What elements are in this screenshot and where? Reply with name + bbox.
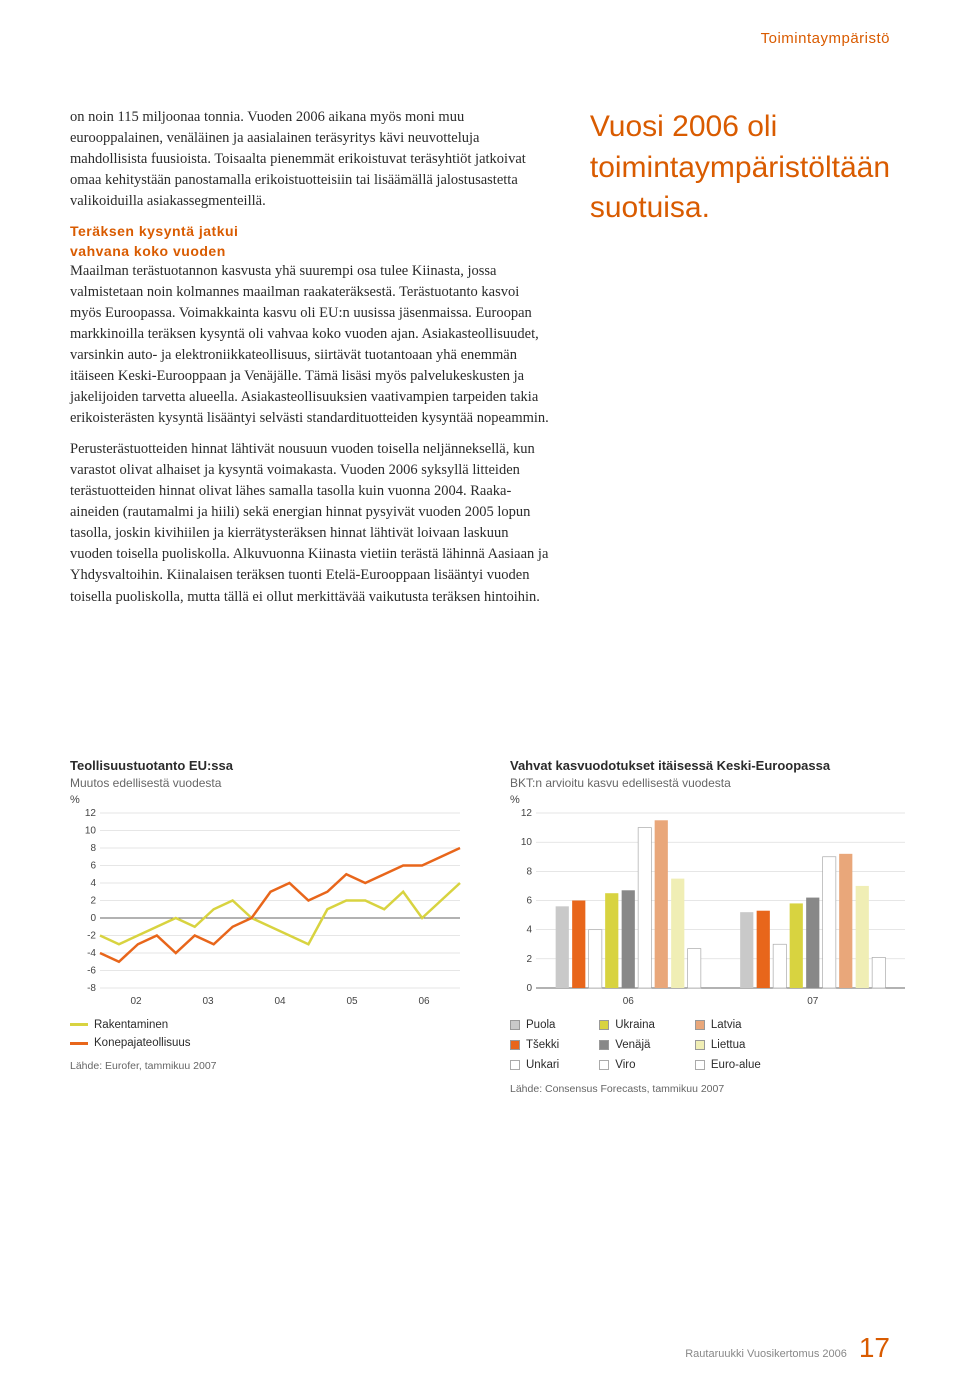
subheading: Teräksen kysyntä jatkui vahvana koko vuo… — [70, 222, 550, 261]
line-chart: 12 10 8 6 4 2 0 -2 -4 -6 -8 02 03 04 05 06 — [70, 808, 470, 1008]
legend-swatch — [695, 1060, 705, 1070]
legend-label: Venäjä — [615, 1036, 650, 1054]
paragraph: Maailman terästuotannon kasvusta yhä suu… — [70, 261, 550, 429]
legend-label: Euro-alue — [711, 1056, 761, 1074]
svg-text:06: 06 — [623, 996, 635, 1007]
svg-text:-4: -4 — [87, 948, 96, 959]
legend-item: Tšekki — [510, 1036, 559, 1054]
svg-text:-2: -2 — [87, 930, 96, 941]
svg-text:2: 2 — [90, 895, 96, 906]
legend-item: Konepajateollisuus — [70, 1034, 470, 1052]
svg-text:0: 0 — [90, 913, 96, 924]
section-header: Toimintaympäristö — [70, 30, 890, 47]
svg-text:04: 04 — [274, 996, 286, 1007]
legend-label: Liettua — [711, 1036, 746, 1054]
legend-swatch — [510, 1020, 520, 1030]
svg-text:-8: -8 — [87, 983, 96, 994]
svg-text:03: 03 — [202, 996, 214, 1007]
legend-swatch — [695, 1040, 705, 1050]
bar-chart-block: Vahvat kasvuodotukset itäisessä Keski-Eu… — [510, 758, 910, 1095]
legend-item: Ukraina — [599, 1016, 655, 1034]
line-chart-block: Teollisuustuotanto EU:ssa Muutos edellis… — [70, 758, 470, 1095]
page-number: 17 — [859, 1332, 890, 1364]
legend-swatch — [599, 1060, 609, 1070]
legend-label: Tšekki — [526, 1036, 559, 1054]
svg-text:2: 2 — [526, 953, 532, 964]
svg-text:6: 6 — [90, 860, 96, 871]
chart-unit: % — [510, 794, 910, 806]
svg-text:-6: -6 — [87, 965, 96, 976]
legend-label: Puola — [526, 1016, 555, 1034]
legend-label: Viro — [615, 1056, 635, 1074]
legend-label: Konepajateollisuus — [94, 1034, 191, 1052]
legend-item: Puola — [510, 1016, 559, 1034]
svg-text:6: 6 — [526, 895, 532, 906]
paragraph: on noin 115 miljoonaa tonnia. Vuoden 200… — [70, 107, 550, 212]
chart-title: Vahvat kasvuodotukset itäisessä Keski-Eu… — [510, 758, 910, 773]
legend-item: Euro-alue — [695, 1056, 761, 1074]
subheading-line: vahvana koko vuoden — [70, 242, 550, 262]
chart-legend: Rakentaminen Konepajateollisuus — [70, 1016, 470, 1053]
body-text-column: on noin 115 miljoonaa tonnia. Vuoden 200… — [70, 107, 550, 618]
legend-item: Viro — [599, 1056, 655, 1074]
paragraph: Perusterästuotteiden hinnat lähtivät nou… — [70, 439, 550, 607]
legend-swatch — [695, 1020, 705, 1030]
svg-text:4: 4 — [526, 924, 532, 935]
legend-item: Latvia — [695, 1016, 761, 1034]
svg-text:07: 07 — [807, 996, 819, 1007]
chart-subtitle: BKT:n arvioitu kasvu edellisestä vuodest… — [510, 776, 910, 790]
svg-text:10: 10 — [521, 837, 533, 848]
legend-item: Rakentaminen — [70, 1016, 470, 1034]
svg-text:0: 0 — [526, 983, 532, 994]
callout-quote: Vuosi 2006 oli toimintaympäristöltään su… — [590, 107, 890, 229]
svg-text:02: 02 — [130, 996, 142, 1007]
legend-swatch — [70, 1042, 88, 1045]
legend-swatch — [599, 1020, 609, 1030]
legend-swatch — [510, 1060, 520, 1070]
legend-column: Latvia Liettua Euro-alue — [695, 1016, 761, 1075]
legend-item: Liettua — [695, 1036, 761, 1054]
svg-text:8: 8 — [526, 866, 532, 877]
chart-source: Lähde: Consensus Forecasts, tammikuu 200… — [510, 1083, 910, 1095]
legend-label: Latvia — [711, 1016, 742, 1034]
legend-swatch — [70, 1023, 88, 1026]
svg-text:06: 06 — [418, 996, 430, 1007]
page-footer: Rautaruukki Vuosikertomus 2006 17 — [685, 1332, 890, 1364]
svg-text:8: 8 — [90, 843, 96, 854]
chart-subtitle: Muutos edellisestä vuodesta — [70, 776, 470, 790]
chart-title: Teollisuustuotanto EU:ssa — [70, 758, 470, 773]
svg-text:10: 10 — [85, 825, 97, 836]
legend-label: Unkari — [526, 1056, 559, 1074]
legend-column: Ukraina Venäjä Viro — [599, 1016, 655, 1075]
legend-item: Unkari — [510, 1056, 559, 1074]
chart-legend: Puola Tšekki Unkari Ukraina Venäjä Viro Latvia… — [510, 1016, 910, 1075]
bar-chart: 12 10 8 6 4 2 0 06 07 — [510, 808, 910, 1008]
chart-unit: % — [70, 794, 470, 806]
chart-source: Lähde: Eurofer, tammikuu 2007 — [70, 1060, 470, 1072]
legend-swatch — [510, 1040, 520, 1050]
legend-label: Rakentaminen — [94, 1016, 168, 1034]
legend-column: Puola Tšekki Unkari — [510, 1016, 559, 1075]
legend-swatch — [599, 1040, 609, 1050]
footer-doc-title: Rautaruukki Vuosikertomus 2006 — [685, 1348, 847, 1360]
subheading-line: Teräksen kysyntä jatkui — [70, 222, 550, 242]
svg-text:05: 05 — [346, 996, 358, 1007]
legend-label: Ukraina — [615, 1016, 655, 1034]
svg-text:12: 12 — [85, 808, 97, 819]
legend-item: Venäjä — [599, 1036, 655, 1054]
svg-text:4: 4 — [90, 878, 96, 889]
svg-text:12: 12 — [521, 808, 533, 819]
